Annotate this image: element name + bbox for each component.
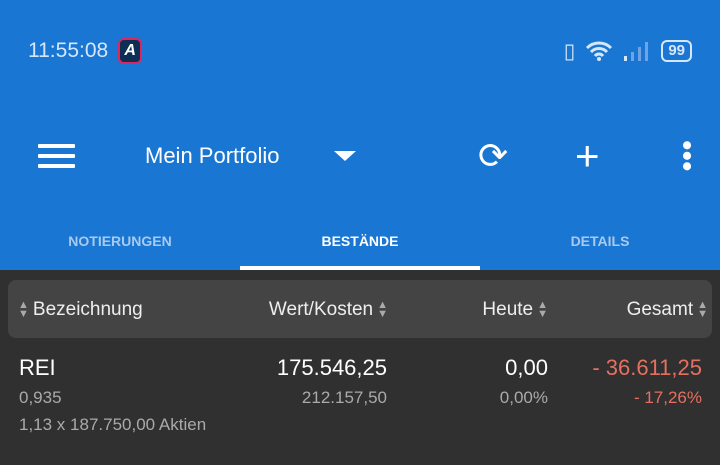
holding-price: 0,935 (19, 388, 62, 407)
refresh-button[interactable]: ⟳ (478, 135, 509, 176)
battery-icon: 99 (661, 40, 692, 62)
wifi-icon (586, 41, 613, 61)
sort-heute[interactable]: Heute ▲ ▼ (482, 298, 548, 320)
sort-gesamt[interactable]: Gesamt ▲ ▼ (626, 298, 708, 320)
table-row[interactable]: REI 0,935 1,13 x 187.750,00 Aktien 175.5… (0, 350, 720, 450)
sort-wert-kosten[interactable]: Wert/Kosten ▲ ▼ (268, 298, 388, 320)
tab-notierungen[interactable]: NOTIERUNGEN (68, 233, 172, 249)
vibrate-icon: ▯ (563, 39, 576, 63)
clock: 11:55:08 (28, 39, 109, 62)
holding-total-pct: - 17,26% (633, 388, 702, 407)
add-button[interactable]: + (575, 132, 600, 179)
sort-icon: ▲ ▼ (537, 298, 548, 320)
holding-cost: 212.157,50 (301, 388, 387, 407)
tab-bestaende[interactable]: BESTÄNDE (240, 218, 480, 270)
sort-icon: ▲ ▼ (18, 298, 29, 320)
signal-icon (624, 42, 649, 61)
sort-bezeichnung[interactable]: ▲ ▼ Bezeichnung (18, 298, 143, 320)
portfolio-selector[interactable]: Mein Portfolio (145, 143, 280, 168)
status-bar: 11:55:08 A ▯ 99 (28, 36, 692, 66)
holding-today-pct: 0,00% (499, 388, 548, 407)
more-options-button[interactable]: ••• (670, 140, 703, 172)
holding-shares: 1,13 x 187.750,00 Aktien (19, 415, 207, 434)
holding-today: 0,00 (505, 355, 548, 380)
menu-button[interactable] (38, 138, 75, 174)
tab-bar: NOTIERUNGEN BESTÄNDE DETAILS (0, 218, 720, 270)
holding-name: REI (19, 355, 56, 380)
app-notification-icon: A (118, 38, 143, 64)
tab-details[interactable]: DETAILS (570, 233, 630, 249)
sort-icon: ▲ ▼ (377, 298, 388, 320)
app-bar: 11:55:08 A ▯ 99 Mein Portfolio ⟳ + ••• N… (0, 0, 720, 270)
holding-value: 175.546,25 (276, 355, 387, 380)
sort-icon: ▲ ▼ (697, 298, 708, 320)
holding-total: - 36.611,25 (592, 355, 702, 380)
chevron-down-icon[interactable] (334, 151, 356, 161)
table-header: ▲ ▼ Bezeichnung Wert/Kosten ▲ ▼ Heute ▲ ▼ Gesa… (8, 280, 712, 338)
